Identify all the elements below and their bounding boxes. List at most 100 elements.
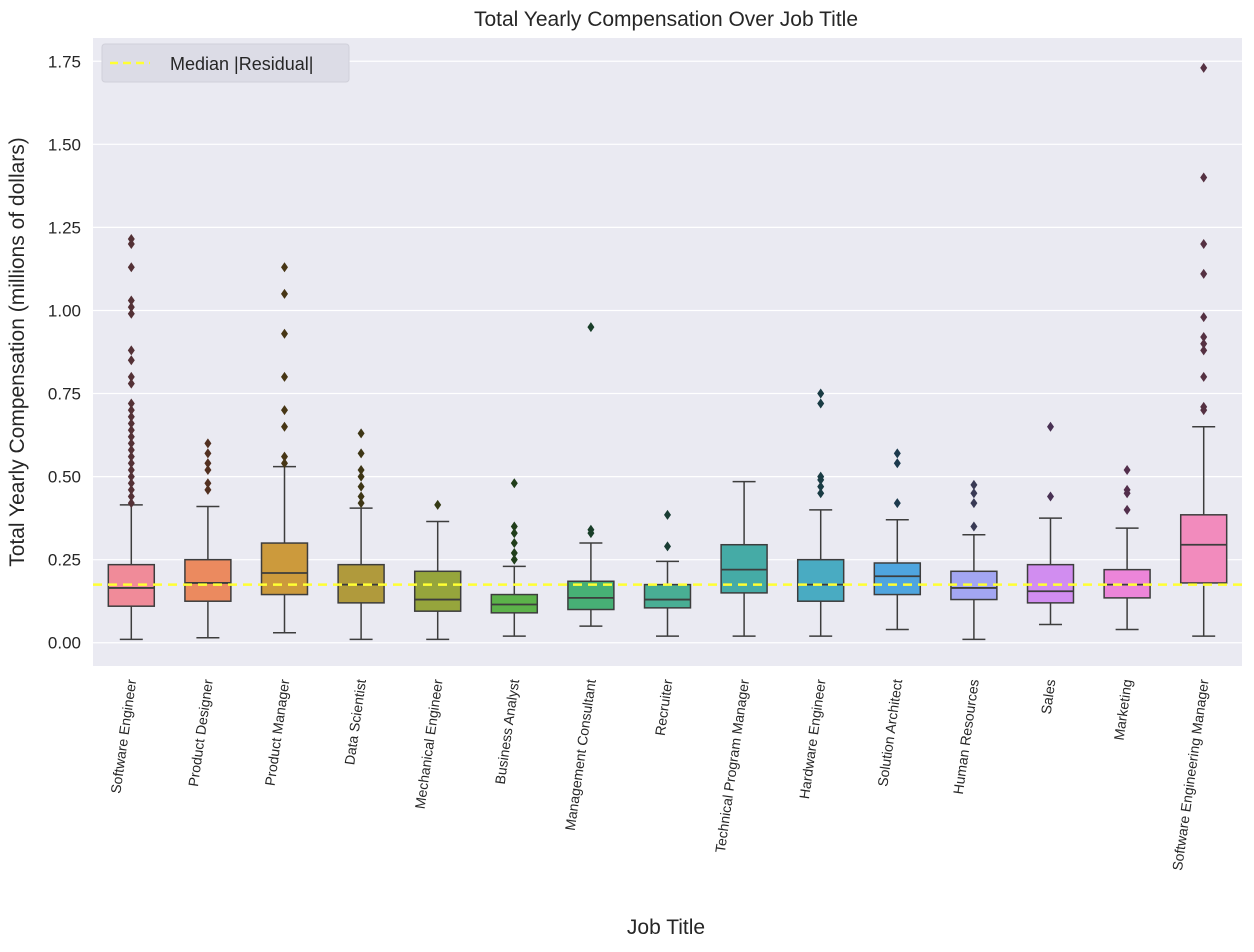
- outlier-point: [127, 471, 135, 482]
- box-11: [950, 479, 998, 641]
- box-iqr: [950, 570, 998, 601]
- outlier-point: [817, 388, 825, 399]
- outlier-point: [127, 431, 135, 442]
- outlier-point: [127, 418, 135, 429]
- x-tick-label: Management Consultant: [562, 678, 599, 831]
- outlier-point: [127, 308, 135, 319]
- outlier-point: [127, 478, 135, 489]
- x-axis-label: Job Title: [627, 916, 705, 939]
- y-tick-label: 1.00: [48, 301, 81, 320]
- outlier-point: [127, 355, 135, 366]
- x-tick-label: Software Engineering Manager: [1169, 678, 1212, 872]
- box-iqr: [873, 562, 922, 596]
- outlier-point: [127, 405, 135, 416]
- outlier-point: [1123, 464, 1131, 475]
- outlier-point: [1200, 239, 1208, 250]
- outlier-point: [510, 528, 518, 539]
- outlier-point: [817, 488, 825, 499]
- y-tick-label: 0.50: [48, 468, 81, 487]
- outlier-point: [281, 328, 288, 339]
- outlier-point: [127, 425, 135, 436]
- box-iqr: [1026, 563, 1075, 604]
- outlier-point: [281, 371, 288, 382]
- outlier-point: [587, 322, 595, 333]
- x-tick-label: Marketing: [1111, 678, 1135, 741]
- outlier-point: [127, 302, 135, 313]
- outlier-point: [1047, 421, 1054, 432]
- x-tick-label: Technical Program Manager: [712, 678, 752, 854]
- outlier-point: [1123, 504, 1131, 515]
- box-3: [337, 428, 385, 641]
- outlier-point: [281, 458, 288, 469]
- outlier-point: [127, 464, 135, 475]
- box-10: [873, 448, 922, 631]
- y-tick-label: 0.00: [48, 634, 81, 653]
- outlier-point: [587, 524, 595, 535]
- outlier-point: [127, 262, 135, 273]
- y-tick-label: 0.75: [48, 385, 81, 404]
- outlier-point: [127, 491, 135, 502]
- outlier-point: [1200, 62, 1208, 73]
- outlier-point: [281, 262, 288, 273]
- outlier-point: [281, 405, 288, 416]
- outlier-point: [357, 471, 365, 482]
- outlier-point: [1200, 345, 1208, 356]
- outlier-point: [357, 481, 365, 492]
- outlier-point: [1200, 371, 1208, 382]
- outlier-point: [127, 345, 135, 356]
- outlier-point: [510, 538, 518, 549]
- x-tick-label: Hardware Engineer: [796, 678, 829, 800]
- x-tick-label: Product Manager: [262, 678, 293, 787]
- outlier-point: [204, 484, 212, 495]
- box-2: [260, 262, 309, 634]
- outlier-point: [357, 464, 365, 475]
- outlier-point: [204, 458, 212, 469]
- outlier-point: [127, 498, 135, 509]
- box-series: [93, 62, 1242, 641]
- box-iqr: [796, 558, 845, 602]
- y-tick-label: 1.75: [48, 52, 81, 71]
- box-iqr: [1179, 514, 1228, 584]
- outlier-point: [1047, 491, 1054, 502]
- outlier-point: [127, 445, 135, 456]
- outlier-point: [817, 471, 825, 482]
- y-tick-label: 0.25: [48, 551, 81, 570]
- outlier-point: [357, 448, 365, 459]
- outlier-point: [357, 428, 365, 439]
- outlier-point: [664, 509, 671, 520]
- outlier-point: [127, 398, 135, 409]
- box-iqr: [260, 542, 309, 596]
- outlier-point: [281, 421, 288, 432]
- outlier-point: [893, 448, 901, 459]
- x-tick-label: Software Engineer: [107, 678, 139, 795]
- outlier-point: [127, 438, 135, 449]
- box-1: [184, 438, 232, 639]
- box-6: [567, 322, 615, 627]
- outlier-point: [1123, 484, 1131, 495]
- x-tick-label: Recruiter: [652, 678, 676, 737]
- box-iqr: [413, 570, 462, 612]
- outlier-point: [1200, 401, 1208, 412]
- y-axis-label: Total Yearly Compensation (millions of d…: [6, 137, 29, 567]
- outlier-point: [970, 479, 978, 490]
- outlier-point: [893, 498, 901, 509]
- outlier-point: [817, 398, 825, 409]
- x-tick-label: Solution Architect: [874, 678, 905, 787]
- box-iqr: [184, 558, 232, 602]
- box-13: [1103, 464, 1151, 631]
- y-axis-ticks: 0.00 0.25 0.50 0.75 1.00 1.25 1.50 1.75: [48, 52, 81, 652]
- outlier-point: [281, 451, 288, 462]
- x-tick-label: Sales: [1038, 678, 1059, 715]
- x-tick-label: Data Scientist: [341, 678, 369, 766]
- box-5: [490, 478, 539, 637]
- legend-label: Median |Residual|: [170, 54, 313, 74]
- legend: Median |Residual|: [101, 43, 350, 83]
- outlier-point: [204, 438, 212, 449]
- outlier-point: [357, 491, 365, 502]
- outlier-point: [1200, 172, 1208, 183]
- outlier-point: [893, 458, 901, 469]
- box-4: [413, 499, 462, 641]
- outlier-point: [510, 554, 518, 565]
- outlier-point: [970, 521, 978, 532]
